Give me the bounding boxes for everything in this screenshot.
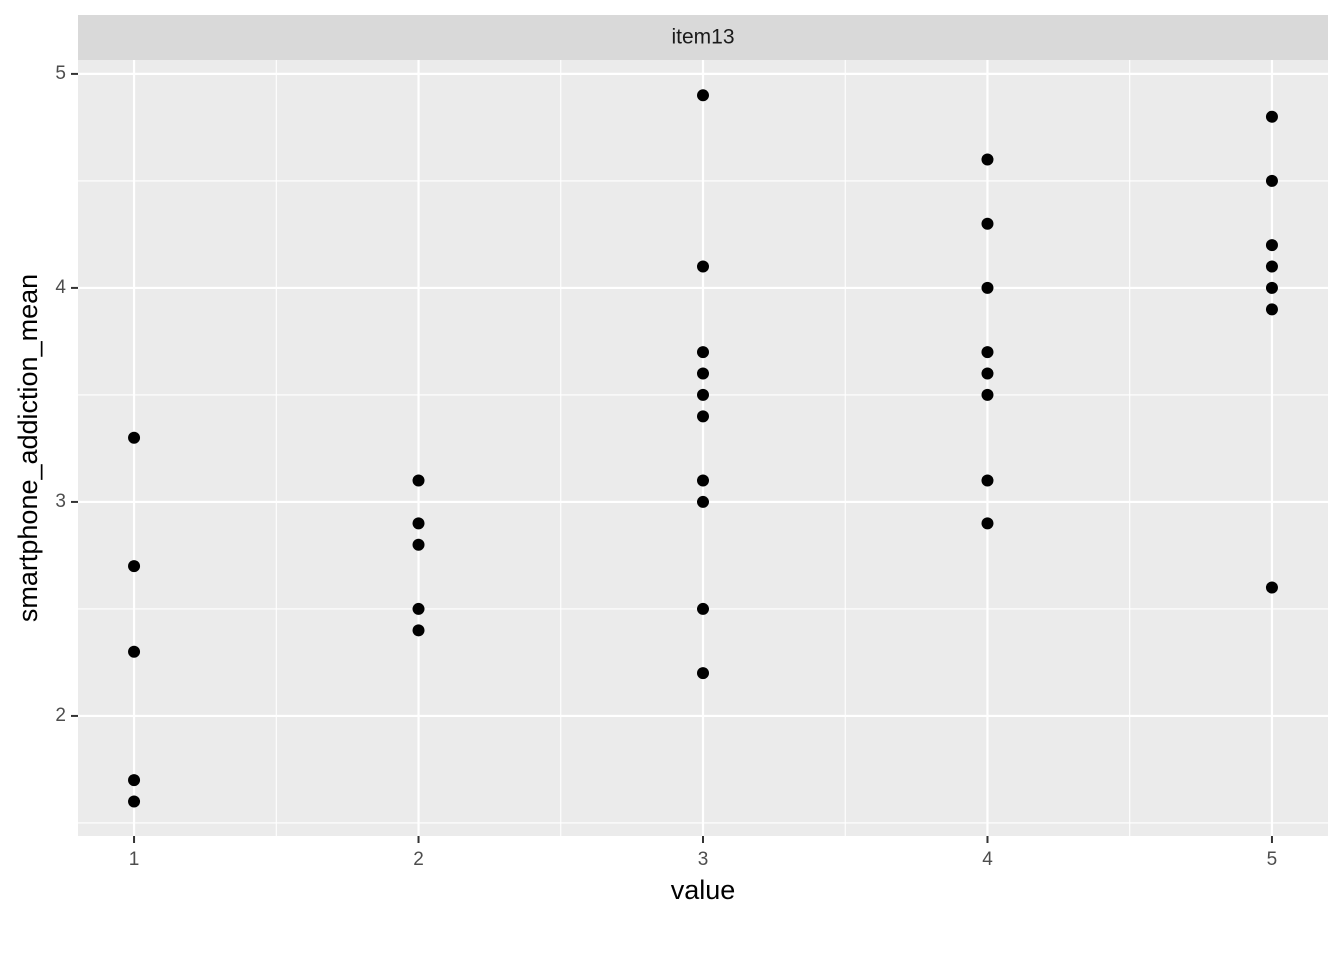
point bbox=[1265, 174, 1278, 187]
point bbox=[981, 388, 994, 401]
point bbox=[412, 517, 425, 530]
y-axis-title: smartphone_addiction_mean bbox=[13, 274, 43, 622]
x-tick-label: 4 bbox=[982, 849, 993, 870]
point bbox=[697, 367, 709, 380]
point bbox=[981, 153, 994, 166]
point bbox=[1265, 110, 1278, 123]
point bbox=[981, 474, 994, 487]
y-tick-label: 4 bbox=[55, 277, 66, 298]
point bbox=[981, 346, 994, 359]
point bbox=[1265, 303, 1278, 316]
x-tick-label: 2 bbox=[413, 849, 424, 870]
x-axis-title: value bbox=[671, 875, 736, 905]
point bbox=[697, 667, 709, 680]
point bbox=[1265, 581, 1278, 594]
point bbox=[128, 560, 141, 573]
point bbox=[128, 795, 141, 808]
point bbox=[128, 645, 141, 658]
strip-label: item13 bbox=[671, 26, 734, 49]
strip-background bbox=[78, 15, 1328, 60]
point bbox=[128, 431, 141, 444]
point bbox=[412, 538, 425, 551]
point bbox=[1265, 281, 1278, 294]
point bbox=[981, 517, 994, 530]
point bbox=[412, 624, 425, 637]
point bbox=[1265, 239, 1278, 252]
point bbox=[697, 602, 709, 615]
point bbox=[128, 774, 141, 787]
point bbox=[697, 388, 709, 401]
y-tick-label: 3 bbox=[55, 491, 66, 512]
y-tick-label: 2 bbox=[55, 705, 66, 726]
x-tick-label: 3 bbox=[698, 849, 709, 870]
point bbox=[1265, 260, 1278, 273]
point bbox=[412, 602, 425, 615]
x-tick-label: 1 bbox=[129, 849, 140, 870]
point bbox=[697, 495, 709, 508]
x-tick-label: 5 bbox=[1267, 849, 1278, 870]
point bbox=[981, 281, 994, 294]
point bbox=[697, 89, 709, 102]
point bbox=[412, 474, 425, 487]
y-tick-label: 5 bbox=[55, 63, 66, 84]
point bbox=[697, 410, 709, 423]
point bbox=[697, 474, 709, 487]
point bbox=[981, 217, 994, 230]
point bbox=[981, 367, 994, 380]
point bbox=[697, 346, 709, 359]
point bbox=[697, 260, 709, 273]
